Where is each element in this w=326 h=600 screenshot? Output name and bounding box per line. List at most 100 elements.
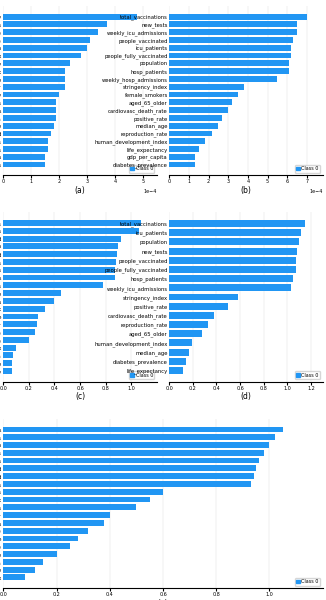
X-axis label: (e): (e) — [158, 599, 168, 600]
Bar — [3, 14, 137, 20]
Bar — [3, 61, 70, 66]
Bar — [169, 275, 293, 282]
Legend: Class 0: Class 0 — [295, 371, 320, 379]
Bar — [3, 76, 65, 82]
Bar — [3, 244, 118, 250]
Bar — [3, 368, 12, 374]
Bar — [169, 248, 297, 254]
Bar — [3, 329, 35, 335]
Bar — [3, 427, 283, 433]
X-axis label: (b): (b) — [241, 186, 251, 195]
Bar — [3, 536, 78, 541]
Bar — [3, 220, 141, 226]
Bar — [169, 161, 195, 167]
Bar — [169, 303, 228, 310]
Bar — [169, 349, 189, 356]
Bar — [3, 22, 107, 28]
Bar — [3, 100, 56, 105]
Bar — [3, 481, 251, 487]
Bar — [3, 466, 256, 471]
Bar — [3, 544, 70, 549]
Legend: Class 0: Class 0 — [295, 578, 320, 586]
Bar — [3, 107, 56, 113]
Bar — [169, 358, 186, 365]
Bar — [169, 293, 238, 301]
Bar — [3, 275, 115, 280]
Bar — [169, 229, 302, 236]
Bar — [3, 283, 103, 288]
Bar — [169, 321, 208, 328]
Bar — [169, 29, 297, 35]
Bar — [3, 352, 13, 358]
Bar — [3, 123, 53, 128]
Bar — [3, 450, 264, 456]
Bar — [169, 138, 205, 144]
X-axis label: (a): (a) — [75, 186, 85, 195]
Bar — [169, 37, 293, 43]
Bar — [169, 257, 296, 264]
Bar — [3, 161, 45, 167]
Bar — [169, 14, 307, 20]
Bar — [169, 76, 277, 82]
Bar — [169, 131, 213, 136]
Bar — [3, 53, 82, 58]
Bar — [3, 131, 51, 136]
Bar — [3, 434, 275, 440]
Bar — [3, 37, 90, 43]
Bar — [169, 367, 183, 374]
Bar — [3, 29, 98, 35]
Bar — [3, 442, 270, 448]
Bar — [3, 473, 254, 479]
Bar — [3, 337, 29, 343]
Bar — [3, 306, 46, 311]
Bar — [3, 322, 37, 327]
Bar — [169, 220, 305, 227]
Bar — [3, 520, 104, 526]
Bar — [169, 266, 296, 273]
Legend: Class 0: Class 0 — [129, 165, 155, 173]
Bar — [3, 267, 115, 272]
Bar — [169, 107, 228, 113]
Bar — [169, 53, 291, 58]
X-axis label: (d): (d) — [241, 392, 251, 401]
Bar — [3, 115, 56, 121]
Bar — [169, 154, 195, 160]
Bar — [3, 92, 59, 97]
Bar — [169, 312, 214, 319]
Bar — [169, 92, 238, 97]
Bar — [3, 360, 12, 366]
Bar — [3, 314, 38, 319]
Bar — [169, 115, 222, 121]
Bar — [3, 528, 88, 533]
Bar — [3, 512, 110, 518]
Bar — [3, 574, 24, 580]
Bar — [3, 489, 163, 494]
Bar — [3, 154, 45, 160]
Bar — [169, 68, 289, 74]
Bar — [3, 228, 139, 234]
Bar — [169, 330, 202, 337]
Bar — [3, 259, 116, 265]
Bar — [169, 45, 291, 50]
Bar — [169, 146, 199, 152]
Bar — [3, 68, 65, 74]
Bar — [3, 146, 48, 152]
Bar — [3, 84, 65, 89]
Bar — [169, 123, 218, 128]
Bar — [3, 344, 16, 350]
Bar — [169, 84, 244, 89]
Bar — [3, 559, 43, 565]
Bar — [169, 100, 232, 105]
X-axis label: (c): (c) — [75, 392, 85, 401]
Bar — [3, 45, 87, 50]
Bar — [3, 236, 121, 242]
Legend: Class 0: Class 0 — [295, 165, 320, 173]
Bar — [3, 251, 117, 257]
Bar — [3, 298, 54, 304]
Bar — [3, 290, 61, 296]
Bar — [169, 340, 192, 346]
Bar — [3, 505, 136, 510]
Bar — [169, 22, 297, 28]
Legend: Class 0: Class 0 — [129, 371, 155, 379]
Bar — [3, 497, 150, 502]
